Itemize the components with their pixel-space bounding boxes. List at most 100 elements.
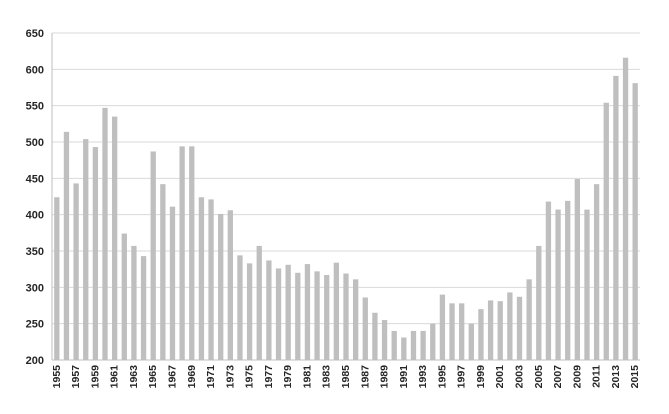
bar-1980 [295,272,301,360]
bar-1985 [343,273,349,360]
bar-2002 [507,292,513,360]
x-tick-label: 1975 [244,365,256,389]
x-tick-label: 1985 [340,365,352,389]
bar-1982 [314,271,320,360]
bar-1973 [227,210,233,360]
bar-1992 [410,330,417,360]
bar-2004 [526,279,532,360]
bar-1958 [83,139,89,360]
bar-2013 [613,75,619,360]
bar-1998 [468,323,474,360]
x-tick-label: 1957 [70,365,82,389]
bar-1955 [54,197,60,360]
bar-1967 [169,206,176,360]
y-tick-label: 550 [26,101,44,113]
bar-1997 [459,303,465,360]
y-tick-label: 650 [26,28,44,40]
bar-1996 [449,303,455,360]
x-tick-label: 2003 [514,365,526,389]
bar-1999 [478,309,484,360]
bar-1969 [189,146,195,360]
x-tick-label: 1959 [89,365,101,389]
bar-1989 [381,320,388,360]
bar-1984 [333,262,340,360]
x-tick-label: 1969 [186,365,198,389]
bar-2014 [622,57,629,360]
x-tick-label: 1979 [282,365,294,389]
y-tick-label: 350 [26,246,44,258]
bar-1957 [73,183,79,360]
x-tick-label: 1961 [109,365,121,389]
x-tick-label: 1995 [436,365,448,389]
x-tick-label: 1989 [379,365,391,389]
bar-1966 [160,184,166,360]
bar-1988 [372,312,378,360]
bars [54,57,638,360]
x-tick-label: 1955 [51,365,63,389]
x-tick-label: 1965 [147,365,159,389]
y-tick-label: 300 [26,282,44,294]
x-tick-label: 2011 [591,365,603,388]
bar-1979 [285,264,291,360]
bar-2012 [603,102,609,360]
y-axis-tick-labels: 200 250 300 350 400 450 500 550 600 650 [26,28,44,367]
bar-1963 [131,245,137,360]
bar-2009 [574,179,580,360]
gridlines [52,32,640,325]
bar-2011 [593,184,600,360]
x-tick-label: 2009 [571,365,583,389]
y-tick-label: 200 [26,355,44,367]
x-tick-label: 2005 [533,365,545,389]
bar-1972 [218,213,224,360]
bar-1970 [198,197,205,360]
bar-2000 [487,300,494,360]
x-tick-label: 2013 [610,365,622,389]
bar-1976 [256,245,262,360]
x-tick-label: 1987 [359,365,371,389]
bar-1987 [362,297,368,360]
x-tick-label: 1993 [417,365,429,389]
x-tick-label: 1999 [475,365,487,389]
bar-1978 [275,268,282,360]
x-tick-label: 1963 [128,365,140,389]
bar-1962 [121,233,127,360]
y-tick-label: 600 [26,64,44,76]
y-tick-label: 450 [26,173,44,185]
bar-1971 [208,199,214,360]
bar-1974 [237,255,243,360]
bar-2003 [516,296,523,360]
bar-1960 [102,107,108,360]
bar-1981 [304,264,311,360]
bar-1977 [266,260,272,360]
x-tick-label: 2001 [494,365,506,389]
bar-2010 [584,209,590,360]
bar-1961 [112,116,118,360]
x-tick-label: 1983 [321,365,333,389]
bar-2005 [536,245,542,360]
bar-1990 [391,330,397,360]
bar-1964 [140,256,147,360]
bar-1959 [92,147,99,360]
x-tick-label: 1981 [301,365,313,389]
x-tick-label: 2007 [552,365,564,389]
bar-2008 [565,200,571,360]
bar-1975 [246,263,253,360]
y-tick-label: 250 [26,319,44,331]
bar-1956 [63,131,70,360]
y-tick-label: 500 [26,137,44,149]
x-tick-label: 1991 [398,365,410,389]
x-tick-label: 1967 [166,365,178,389]
x-tick-label: 2015 [629,365,641,389]
bar-2007 [555,209,561,360]
x-tick-label: 1973 [224,365,236,389]
bar-2001 [497,301,503,360]
bar-1994 [430,323,436,360]
bar-1993 [420,330,426,360]
x-tick-label: 1971 [205,365,217,389]
x-tick-label: 1977 [263,365,275,389]
bar-2015 [632,83,638,360]
bar-1986 [352,279,359,360]
x-tick-label: 1997 [456,365,468,389]
bar-1983 [324,274,330,360]
